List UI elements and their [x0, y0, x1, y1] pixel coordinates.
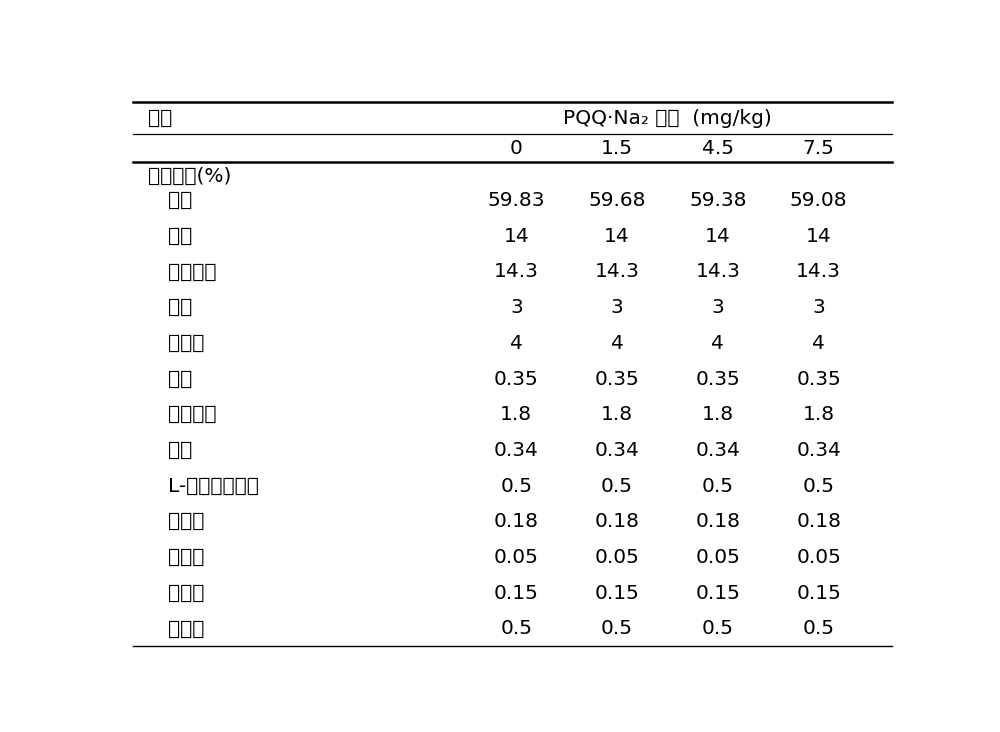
Text: 乳清粉: 乳清粉	[168, 334, 204, 353]
Text: 膨化大豆: 膨化大豆	[168, 263, 216, 282]
Text: 0.18: 0.18	[595, 512, 640, 531]
Text: 0.05: 0.05	[595, 548, 640, 567]
Text: 0.18: 0.18	[695, 512, 740, 531]
Text: 色氨酸: 色氨酸	[168, 548, 204, 567]
Text: 0.05: 0.05	[494, 548, 539, 567]
Text: 0.35: 0.35	[796, 370, 841, 389]
Text: 0.15: 0.15	[796, 583, 841, 602]
Text: 0: 0	[510, 138, 523, 157]
Text: 14: 14	[604, 227, 630, 246]
Text: 59.68: 59.68	[588, 191, 646, 210]
Text: 0.34: 0.34	[796, 441, 841, 460]
Text: 59.83: 59.83	[488, 191, 545, 210]
Text: 59.38: 59.38	[689, 191, 747, 210]
Text: 日粮成分(%): 日粮成分(%)	[148, 167, 232, 186]
Text: 玉米: 玉米	[168, 191, 192, 210]
Text: 14.3: 14.3	[595, 263, 640, 282]
Text: 食盐: 食盐	[168, 441, 192, 460]
Text: 1.8: 1.8	[803, 406, 835, 425]
Text: 葡萄糖: 葡萄糖	[168, 619, 204, 638]
Text: 1.5: 1.5	[601, 138, 633, 157]
Text: 0.5: 0.5	[803, 619, 835, 638]
Text: PQQ·Na₂ 水平  (mg/kg): PQQ·Na₂ 水平 (mg/kg)	[563, 109, 772, 128]
Text: 14.3: 14.3	[796, 263, 841, 282]
Text: 3: 3	[611, 298, 624, 317]
Text: 14.3: 14.3	[494, 263, 539, 282]
Text: 3: 3	[510, 298, 523, 317]
Text: 0.05: 0.05	[695, 548, 740, 567]
Text: 0.35: 0.35	[595, 370, 640, 389]
Text: 0.15: 0.15	[595, 583, 640, 602]
Text: 0.5: 0.5	[702, 619, 734, 638]
Text: 蛋氨酸: 蛋氨酸	[168, 583, 204, 602]
Text: 3: 3	[812, 298, 825, 317]
Text: 0.34: 0.34	[695, 441, 740, 460]
Text: 1.8: 1.8	[500, 406, 532, 425]
Text: 0.5: 0.5	[500, 619, 532, 638]
Text: 项目: 项目	[148, 109, 173, 128]
Text: 4: 4	[510, 334, 523, 353]
Text: 苏氨酸: 苏氨酸	[168, 512, 204, 531]
Text: 14: 14	[504, 227, 529, 246]
Text: 鱼粉: 鱼粉	[168, 298, 192, 317]
Text: 14.3: 14.3	[695, 263, 740, 282]
Text: 4.5: 4.5	[702, 138, 734, 157]
Text: 0.15: 0.15	[494, 583, 539, 602]
Text: 0.05: 0.05	[796, 548, 841, 567]
Text: 0.35: 0.35	[494, 370, 539, 389]
Text: 1.8: 1.8	[601, 406, 633, 425]
Text: 豆箕: 豆箕	[168, 227, 192, 246]
Text: 59.08: 59.08	[790, 191, 847, 210]
Text: 14: 14	[806, 227, 832, 246]
Text: 0.5: 0.5	[601, 619, 633, 638]
Text: 1.8: 1.8	[702, 406, 734, 425]
Text: 0.35: 0.35	[696, 370, 740, 389]
Text: 4: 4	[711, 334, 724, 353]
Text: 磷酸氢馒: 磷酸氢馒	[168, 406, 216, 425]
Text: 4: 4	[611, 334, 624, 353]
Text: 4: 4	[812, 334, 825, 353]
Text: 石粉: 石粉	[168, 370, 192, 389]
Text: 0.15: 0.15	[695, 583, 740, 602]
Text: 0.5: 0.5	[702, 477, 734, 496]
Text: 0.5: 0.5	[803, 477, 835, 496]
Text: 0.18: 0.18	[796, 512, 841, 531]
Text: L-赖氨酸盐酸盐: L-赖氨酸盐酸盐	[168, 477, 258, 496]
Text: 3: 3	[712, 298, 724, 317]
Text: 0.18: 0.18	[494, 512, 539, 531]
Text: 0.5: 0.5	[601, 477, 633, 496]
Text: 0.5: 0.5	[500, 477, 532, 496]
Text: 0.34: 0.34	[595, 441, 640, 460]
Text: 0.34: 0.34	[494, 441, 539, 460]
Text: 7.5: 7.5	[803, 138, 835, 157]
Text: 14: 14	[705, 227, 731, 246]
